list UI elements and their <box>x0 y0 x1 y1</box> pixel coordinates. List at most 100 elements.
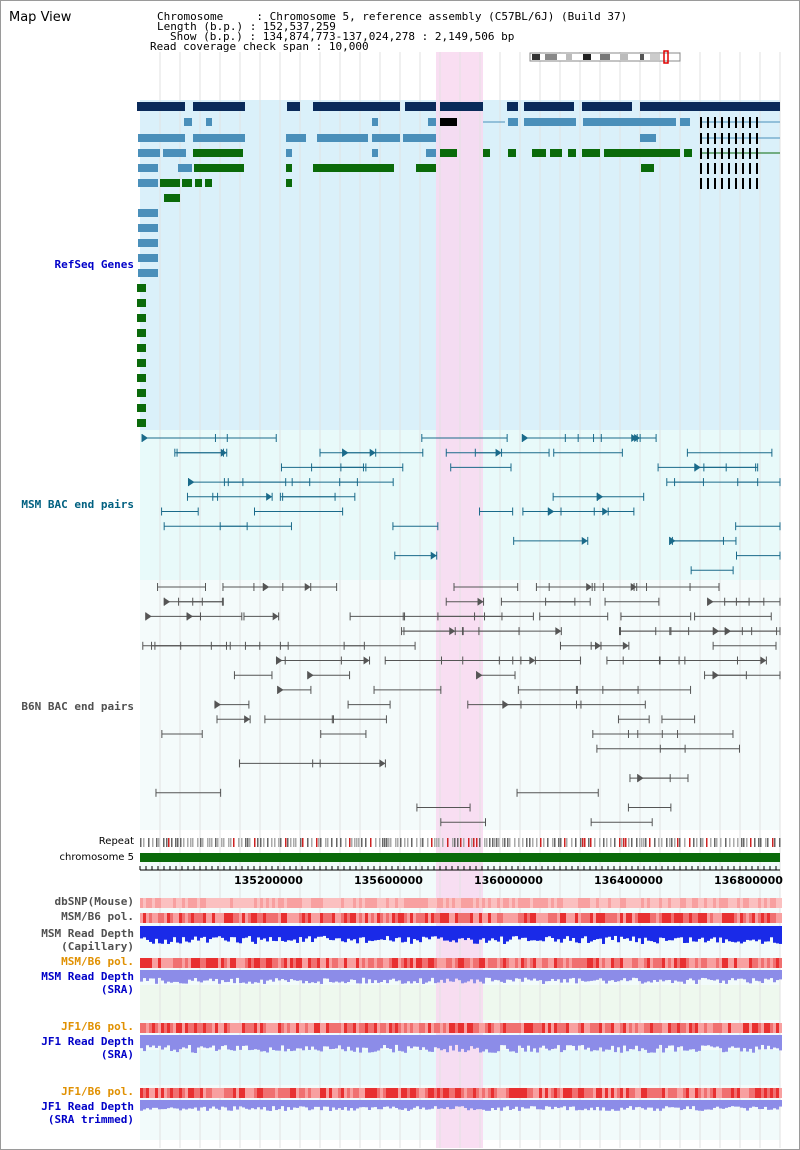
track-label-jf1-b6-pol-2[interactable]: JF1/B6 pol. <box>61 1085 134 1098</box>
polymorphism-bin <box>692 913 695 923</box>
polymorphism-bin <box>686 958 689 968</box>
polymorphism-bin <box>308 1023 311 1033</box>
read-depth-bin <box>575 1100 578 1111</box>
polymorphism-bin <box>521 1023 524 1033</box>
track-label-msm-bac[interactable]: MSM BAC end pairs <box>21 498 134 511</box>
read-depth-bin <box>377 1100 380 1110</box>
read-depth-bin <box>401 970 404 984</box>
repeat-element <box>388 838 390 847</box>
polymorphism-bin <box>284 958 287 968</box>
read-depth-bin <box>356 1035 359 1048</box>
read-depth-bin <box>530 1100 533 1107</box>
read-depth-bin <box>398 1035 401 1051</box>
read-depth-bin <box>506 1035 509 1049</box>
read-depth-bin <box>521 1100 524 1108</box>
bac-pair-arrow <box>220 448 227 457</box>
read-depth-bin <box>647 926 650 941</box>
read-depth-bin <box>242 970 245 983</box>
gene-exon-tick <box>749 148 751 159</box>
polymorphism-bin <box>623 1088 626 1098</box>
polymorphism-bin <box>149 958 152 968</box>
polymorphism-bin <box>206 1088 209 1098</box>
polymorphism-bin <box>146 958 149 968</box>
repeat-element <box>599 838 601 847</box>
repeat-element <box>619 838 621 847</box>
read-depth-bin <box>413 1035 416 1047</box>
read-depth-bin <box>737 970 740 979</box>
read-depth-bin <box>599 970 602 979</box>
polymorphism-bin <box>311 913 314 923</box>
polymorphism-bin <box>500 1023 503 1033</box>
read-depth-bin <box>269 1035 272 1048</box>
repeat-element <box>674 838 676 847</box>
polymorphism-bin <box>284 913 287 923</box>
polymorphism-bin <box>437 913 440 923</box>
repeat-element <box>702 838 704 847</box>
read-depth-bin <box>215 1035 218 1051</box>
read-depth-bin <box>503 1100 506 1108</box>
gene-exon-tick <box>700 117 702 128</box>
polymorphism-bin <box>245 913 248 923</box>
read-depth-bin <box>356 1100 359 1109</box>
read-depth-bin <box>704 926 707 943</box>
chromosome-bar <box>140 853 780 862</box>
polymorphism-bin <box>668 898 671 908</box>
polymorphism-bin <box>455 1023 458 1033</box>
gene-exon-tick <box>742 148 744 159</box>
read-depth-bin <box>344 1100 347 1108</box>
track-label-jf1-depth-trim[interactable]: JF1 Read Depth <box>41 1100 134 1113</box>
read-depth-bin <box>167 1035 170 1046</box>
track-label-jf1-b6-pol-1[interactable]: JF1/B6 pol. <box>61 1020 134 1033</box>
read-depth-bin <box>614 926 617 936</box>
track-label-msm-depth-sra[interactable]: MSM Read Depth <box>41 970 134 983</box>
read-depth-bin <box>719 970 722 983</box>
repeat-element <box>166 838 168 847</box>
polymorphism-bin <box>215 1088 218 1098</box>
polymorphism-bin <box>404 913 407 923</box>
polymorphism-bin <box>563 898 566 908</box>
bac-pair-arrow <box>430 551 437 560</box>
gene-exon-tick <box>749 163 751 174</box>
polymorphism-bin <box>569 913 572 923</box>
read-depth-bin <box>395 970 398 982</box>
polymorphism-bin <box>188 1088 191 1098</box>
read-depth-bin <box>326 1100 329 1107</box>
polymorphism-bin <box>734 1088 737 1098</box>
read-depth-bin <box>455 926 458 943</box>
track-label-msm-b6-pol-2[interactable]: MSM/B6 pol. <box>61 955 134 968</box>
polymorphism-bin <box>395 913 398 923</box>
read-depth-bin <box>329 1100 332 1111</box>
read-depth-bin <box>173 1100 176 1109</box>
gene-exon <box>286 179 292 187</box>
read-depth-bin <box>491 1035 494 1053</box>
read-depth-bin <box>440 1035 443 1051</box>
polymorphism-bin <box>548 913 551 923</box>
track-label-jf1-depth-sra[interactable]: JF1 Read Depth <box>41 1035 134 1048</box>
polymorphism-bin <box>146 1088 149 1098</box>
read-depth-bin <box>653 1100 656 1111</box>
polymorphism-bin <box>317 1023 320 1033</box>
polymorphism-bin <box>698 913 701 923</box>
polymorphism-bin <box>269 1023 272 1033</box>
polymorphism-bin <box>776 1088 779 1098</box>
read-depth-bin <box>257 926 260 938</box>
bac-pair-arrow <box>277 685 284 694</box>
read-depth-bin <box>263 1100 266 1108</box>
read-depth-bin <box>764 1100 767 1107</box>
track-label-dbsnp[interactable]: dbSNP(Mouse) <box>54 895 134 908</box>
track-label-b6n-bac[interactable]: B6N BAC end pairs <box>21 700 134 713</box>
polymorphism-bin <box>290 1023 293 1033</box>
polymorphism-bin <box>560 1088 563 1098</box>
polymorphism-bin <box>344 1088 347 1098</box>
track-label-msm-b6-pol-1[interactable]: MSM/B6 pol. <box>61 910 134 923</box>
track-label-msm-depth-cap[interactable]: MSM Read Depth <box>41 927 134 940</box>
read-depth-bin <box>341 1100 344 1110</box>
read-depth-bin <box>728 970 731 981</box>
polymorphism-bin <box>263 958 266 968</box>
read-depth-bin <box>509 970 512 980</box>
track-label-refseq[interactable]: RefSeq Genes <box>54 258 134 271</box>
gene-exon <box>508 149 516 157</box>
read-depth-bin <box>767 926 770 942</box>
polymorphism-bin <box>665 958 668 968</box>
